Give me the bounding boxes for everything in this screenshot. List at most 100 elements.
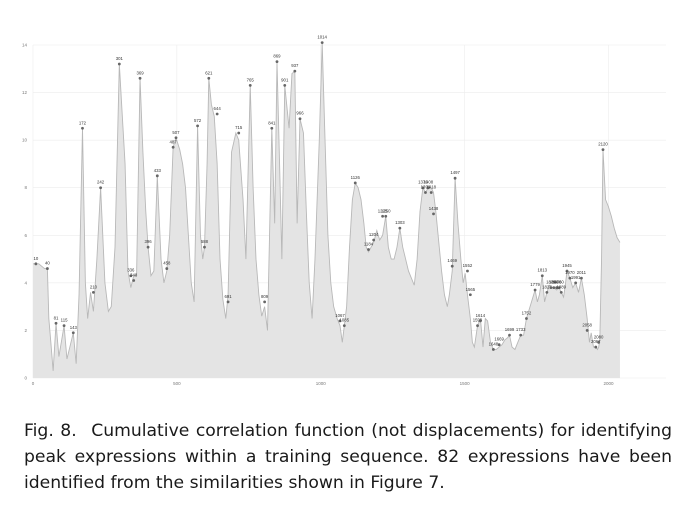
peak-label: 1418 [426,184,436,189]
peak-label: 1599 [473,318,483,323]
peak-label: 1839 [546,280,556,285]
peak-marker [497,343,501,347]
peak-marker [597,340,601,344]
peak-label: 2011 [577,270,587,275]
peak-label: 10 [33,256,38,261]
peak-label: 1225 [378,208,388,213]
peak-label: 458 [163,261,171,266]
peak-label: 809 [261,294,269,299]
peak-marker [552,286,556,290]
peak-marker [424,191,427,194]
peak-marker [174,136,178,140]
x-tick-label: 1000 [316,381,327,386]
peak-label: 1752 [522,311,532,316]
peak-marker [45,267,49,270]
peak-marker [426,186,430,190]
peak-marker [574,281,578,285]
peak-label: 507 [172,130,180,135]
peak-label: 1408 [424,180,434,185]
peak-label: 172 [79,120,87,125]
peak-marker [237,131,241,135]
peak-label: 1552 [463,263,473,268]
peak-label: 242 [97,180,105,185]
peak-marker [129,274,133,278]
peak-label: 115 [61,318,68,323]
peak-marker [533,288,537,292]
area-fill [33,42,620,379]
peak-label: 1779 [530,282,540,287]
peak-label: 1303 [395,220,405,225]
peak-marker [207,76,211,80]
peak-marker [54,321,58,325]
y-axis: 0 2 4 6 8 10 12 14 [22,43,28,381]
peak-label: 1398 [421,184,431,189]
peak-marker [71,331,75,335]
peak-marker [226,300,230,304]
peak-label: 1250 [381,208,391,213]
peak-marker [132,279,136,282]
peak-marker [62,324,66,328]
peak-label: 1126 [351,175,361,180]
peak-label: 1813 [537,268,547,273]
peak-label: 2058 [582,322,592,327]
peak-marker [453,176,457,180]
peak-label: 2067 [591,339,601,344]
peak-marker [450,264,454,268]
peak-marker [476,324,479,328]
peak-label: 1880 [554,280,564,285]
peak-marker [432,212,435,216]
peak-label: 1469 [447,258,457,263]
peak-label: 937 [291,63,299,68]
peak-marker [580,276,583,280]
peak-label: 1970 [565,270,575,275]
peak-marker [81,126,84,130]
peak-label: 348 [130,272,138,277]
peak-marker [601,148,605,152]
peak-label: 1614 [476,313,486,318]
x-tick-label: 2000 [603,381,614,386]
peak-label: 369 [136,70,144,75]
peak-marker [429,191,433,194]
peak-marker [146,245,150,249]
peak-label: 1889 [556,284,566,289]
peak-marker [421,186,425,190]
peak-label: 1085 [340,318,350,323]
peak-label: 1991 [571,275,581,280]
peak-marker [320,41,324,45]
peak-label: 1184 [364,242,374,247]
peak-label: 1067 [335,313,345,318]
peak-marker [293,69,297,73]
y-tick-label: 10 [22,138,28,143]
peak-marker [372,238,376,242]
peak-label: 81 [54,315,59,320]
peak-label: 869 [273,54,281,59]
peak-label: 691 [224,294,232,299]
y-tick-label: 12 [22,90,28,95]
peak-marker [263,300,267,304]
peak-marker [466,269,469,273]
peak-marker [381,214,384,218]
peak-label: 715 [235,125,243,130]
peak-label: 396 [145,239,153,244]
peak-marker [117,62,121,66]
y-tick-label: 4 [24,280,27,285]
peak-label: 1376 [418,180,428,185]
figure-label: Fig. 8. [24,421,77,441]
peak-label: 1438 [429,206,439,211]
peak-marker [384,214,388,218]
y-tick-label: 14 [22,43,28,48]
peak-label: 40 [45,261,50,266]
peak-label: 644 [214,106,222,111]
peak-label: 588 [201,239,209,244]
peak-marker [559,290,563,294]
peak-marker [568,276,572,280]
peak-label: 966 [296,111,304,116]
chart-area-series [33,42,621,379]
figure-caption: Fig. 8. Cumulative correlation function … [24,418,672,496]
peak-label: 572 [194,118,202,123]
peak-marker [275,60,279,64]
peak-marker [34,262,38,266]
peak-label: 841 [268,120,276,125]
